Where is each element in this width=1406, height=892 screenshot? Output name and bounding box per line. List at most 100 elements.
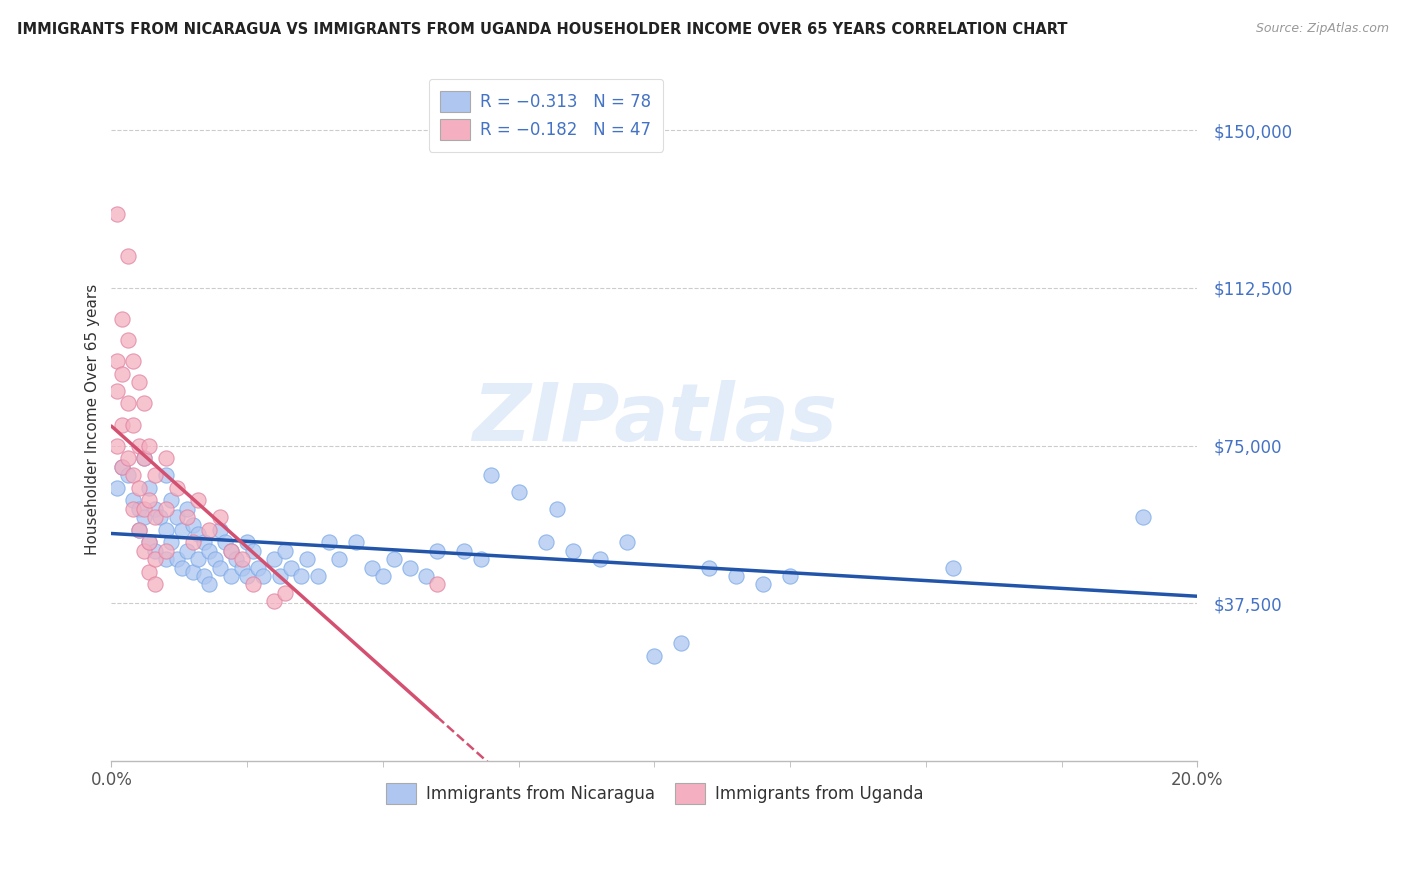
- Point: [155, 543, 177, 558]
- Point: [225, 552, 247, 566]
- Point: [219, 543, 242, 558]
- Point: [105, 384, 128, 398]
- Point: [589, 552, 612, 566]
- Point: [181, 565, 204, 579]
- Point: [138, 565, 160, 579]
- Point: [236, 535, 259, 549]
- Text: IMMIGRANTS FROM NICARAGUA VS IMMIGRANTS FROM UGANDA HOUSEHOLDER INCOME OVER 65 Y: IMMIGRANTS FROM NICARAGUA VS IMMIGRANTS …: [17, 22, 1067, 37]
- Point: [219, 543, 242, 558]
- Point: [122, 468, 145, 483]
- Point: [724, 569, 747, 583]
- Point: [143, 510, 166, 524]
- Point: [219, 569, 242, 583]
- Point: [470, 552, 492, 566]
- Point: [193, 569, 215, 583]
- Point: [105, 481, 128, 495]
- Point: [143, 543, 166, 558]
- Point: [481, 468, 503, 483]
- Point: [166, 552, 188, 566]
- Point: [263, 552, 285, 566]
- Point: [128, 481, 150, 495]
- Point: [290, 569, 312, 583]
- Point: [242, 543, 264, 558]
- Point: [111, 459, 134, 474]
- Point: [143, 468, 166, 483]
- Point: [170, 523, 193, 537]
- Point: [111, 312, 134, 326]
- Point: [274, 543, 297, 558]
- Point: [208, 560, 231, 574]
- Point: [1132, 510, 1154, 524]
- Point: [274, 586, 297, 600]
- Point: [252, 569, 274, 583]
- Point: [143, 501, 166, 516]
- Point: [128, 438, 150, 452]
- Point: [643, 648, 665, 663]
- Legend: Immigrants from Nicaragua, Immigrants from Uganda: Immigrants from Nicaragua, Immigrants fr…: [375, 772, 934, 814]
- Point: [453, 543, 475, 558]
- Point: [132, 451, 155, 466]
- Point: [415, 569, 437, 583]
- Point: [122, 354, 145, 368]
- Point: [208, 523, 231, 537]
- Point: [160, 535, 183, 549]
- Point: [117, 396, 139, 410]
- Point: [132, 451, 155, 466]
- Point: [231, 560, 253, 574]
- Point: [128, 523, 150, 537]
- Point: [138, 481, 160, 495]
- Point: [122, 501, 145, 516]
- Point: [105, 207, 128, 221]
- Point: [371, 569, 394, 583]
- Point: [138, 535, 160, 549]
- Point: [361, 560, 384, 574]
- Point: [269, 569, 291, 583]
- Point: [111, 417, 134, 432]
- Point: [111, 367, 134, 381]
- Point: [149, 510, 172, 524]
- Point: [616, 535, 638, 549]
- Point: [307, 569, 329, 583]
- Point: [295, 552, 318, 566]
- Point: [231, 552, 253, 566]
- Point: [122, 417, 145, 432]
- Text: Source: ZipAtlas.com: Source: ZipAtlas.com: [1256, 22, 1389, 36]
- Point: [166, 481, 188, 495]
- Point: [382, 552, 405, 566]
- Point: [176, 543, 198, 558]
- Point: [105, 354, 128, 368]
- Point: [166, 510, 188, 524]
- Point: [187, 493, 209, 508]
- Point: [561, 543, 583, 558]
- Point: [344, 535, 367, 549]
- Point: [236, 569, 259, 583]
- Text: ZIPatlas: ZIPatlas: [472, 380, 837, 458]
- Point: [155, 523, 177, 537]
- Point: [779, 569, 801, 583]
- Point: [263, 594, 285, 608]
- Point: [534, 535, 557, 549]
- Point: [328, 552, 350, 566]
- Point: [128, 501, 150, 516]
- Point: [132, 501, 155, 516]
- Point: [138, 535, 160, 549]
- Point: [117, 468, 139, 483]
- Point: [155, 468, 177, 483]
- Point: [399, 560, 422, 574]
- Point: [181, 518, 204, 533]
- Point: [187, 552, 209, 566]
- Point: [280, 560, 302, 574]
- Point: [143, 552, 166, 566]
- Point: [132, 396, 155, 410]
- Point: [122, 493, 145, 508]
- Point: [198, 577, 221, 591]
- Point: [160, 493, 183, 508]
- Point: [143, 577, 166, 591]
- Y-axis label: Householder Income Over 65 years: Householder Income Over 65 years: [86, 284, 100, 555]
- Point: [132, 510, 155, 524]
- Point: [117, 451, 139, 466]
- Point: [128, 376, 150, 390]
- Point: [242, 577, 264, 591]
- Point: [508, 484, 530, 499]
- Point: [752, 577, 775, 591]
